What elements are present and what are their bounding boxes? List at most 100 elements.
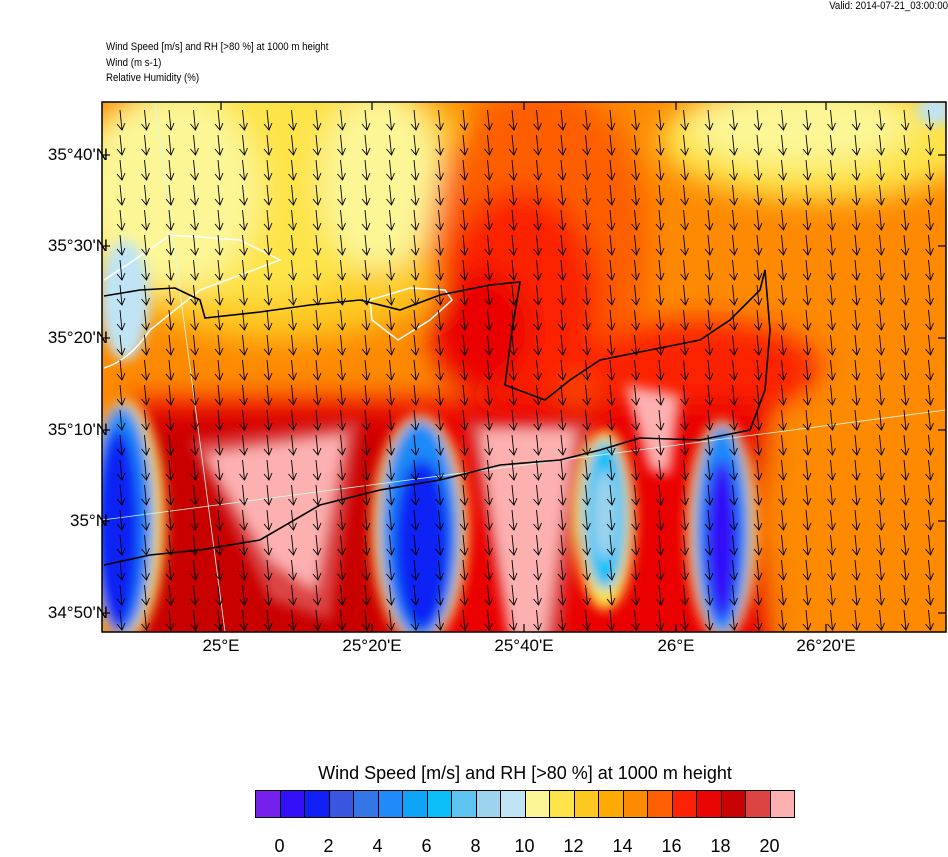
wind-arrow <box>508 184 518 206</box>
wind-arrow <box>802 284 812 306</box>
wind-arrow <box>606 509 616 531</box>
wind-arrow <box>484 609 493 631</box>
lon-tick-label: 26°20'E <box>796 636 856 655</box>
wind-arrow <box>165 409 175 431</box>
wind-arrow <box>508 509 518 531</box>
wind-arrow <box>729 584 738 606</box>
wind-arrow <box>655 209 665 231</box>
wind-arrow <box>508 134 518 156</box>
colorbar-swatch <box>501 791 526 817</box>
colorbar-swatch <box>280 791 305 817</box>
wind-arrow <box>435 259 444 281</box>
wind-arrow <box>753 259 763 281</box>
wind-arrow <box>753 384 763 406</box>
wind-arrow <box>827 109 836 131</box>
lat-tick-label: 35°10'N <box>47 420 108 439</box>
colorbar-swatch <box>476 791 501 817</box>
wind-arrow <box>680 359 689 381</box>
wind-arrow <box>680 584 689 606</box>
wind-arrow <box>753 134 763 156</box>
wind-arrow <box>557 584 567 606</box>
wind-arrow <box>827 334 836 356</box>
wind-arrow <box>337 234 346 256</box>
wind-arrow <box>827 234 836 256</box>
wind-arrow <box>288 434 297 456</box>
colorbar-swatch <box>648 791 673 817</box>
wind-arrow <box>312 109 322 131</box>
wind-arrow <box>925 259 934 281</box>
wind-arrow <box>851 184 861 206</box>
wind-arrow <box>214 259 224 281</box>
wind-arrow <box>925 434 934 456</box>
wind-arrow <box>533 359 542 381</box>
wind-arrow <box>116 409 126 431</box>
wind-arrow <box>263 509 273 531</box>
wind-arrow <box>606 109 616 131</box>
wind-arrow <box>508 259 518 281</box>
wind-arrow <box>459 534 469 556</box>
wind-arrow <box>753 359 763 381</box>
wind-arrow <box>116 559 126 581</box>
wind-arrow <box>729 109 738 131</box>
colorbar-swatch <box>550 791 575 817</box>
wind-arrow <box>312 509 322 531</box>
lat-tick-label: 35°N <box>70 511 108 530</box>
wind-arrow <box>900 584 910 606</box>
wind-arrow <box>410 484 420 506</box>
wind-arrow <box>631 434 640 456</box>
wind-arrow <box>655 509 665 531</box>
wind-arrow <box>704 184 714 206</box>
wind-arrow <box>239 559 248 581</box>
wind-arrow <box>312 384 322 406</box>
colorbar-swatch <box>378 791 403 817</box>
wind-arrow <box>631 384 640 406</box>
wind-arrow <box>704 334 714 356</box>
wind-arrow <box>851 159 861 181</box>
wind-arrow <box>214 184 224 206</box>
wind-arrow <box>802 584 812 606</box>
wind-arrow <box>900 609 910 631</box>
wind-arrow <box>680 309 689 331</box>
wind-arrow <box>900 509 910 531</box>
colorbar-label: 0 <box>274 836 285 856</box>
wind-arrow <box>484 309 493 331</box>
wind-arrow <box>827 184 836 206</box>
wind-arrow <box>337 359 346 381</box>
wind-arrow <box>827 559 836 581</box>
wind-arrow <box>704 584 714 606</box>
wind-arrow <box>606 434 616 456</box>
wind-arrow <box>582 284 591 306</box>
wind-arrow <box>925 409 934 431</box>
lon-tick-label: 25°20'E <box>342 636 402 655</box>
wind-arrow <box>876 434 885 456</box>
wind-arrow <box>214 609 224 631</box>
wind-arrow <box>557 184 567 206</box>
wind-arrow <box>533 184 542 206</box>
wind-arrow <box>606 334 616 356</box>
lat-tick-label: 35°20'N <box>47 328 108 347</box>
wind-arrow <box>533 559 542 581</box>
wind-arrow <box>190 184 199 206</box>
wind-arrow <box>876 159 885 181</box>
wind-arrow <box>459 259 469 281</box>
wind-arrow <box>533 109 542 131</box>
wind-subtitle: Wind (m s-1) <box>106 57 162 69</box>
wind-arrow <box>582 609 591 631</box>
wind-arrow <box>680 334 689 356</box>
wind-arrow <box>851 434 861 456</box>
wind-arrow <box>925 609 934 631</box>
wind-arrow <box>680 259 689 281</box>
wind-arrow <box>214 334 224 356</box>
wind-arrow <box>263 359 273 381</box>
wind-arrow <box>876 109 885 131</box>
wind-arrow <box>459 584 469 606</box>
wind-arrow <box>337 534 346 556</box>
wind-arrow <box>386 534 395 556</box>
wind-arrow <box>533 434 542 456</box>
wind-arrow <box>851 359 861 381</box>
wind-arrow <box>508 159 518 181</box>
wind-arrow <box>190 359 199 381</box>
wind-arrow <box>876 309 885 331</box>
wind-arrow <box>141 459 150 481</box>
wind-arrow <box>778 459 787 481</box>
